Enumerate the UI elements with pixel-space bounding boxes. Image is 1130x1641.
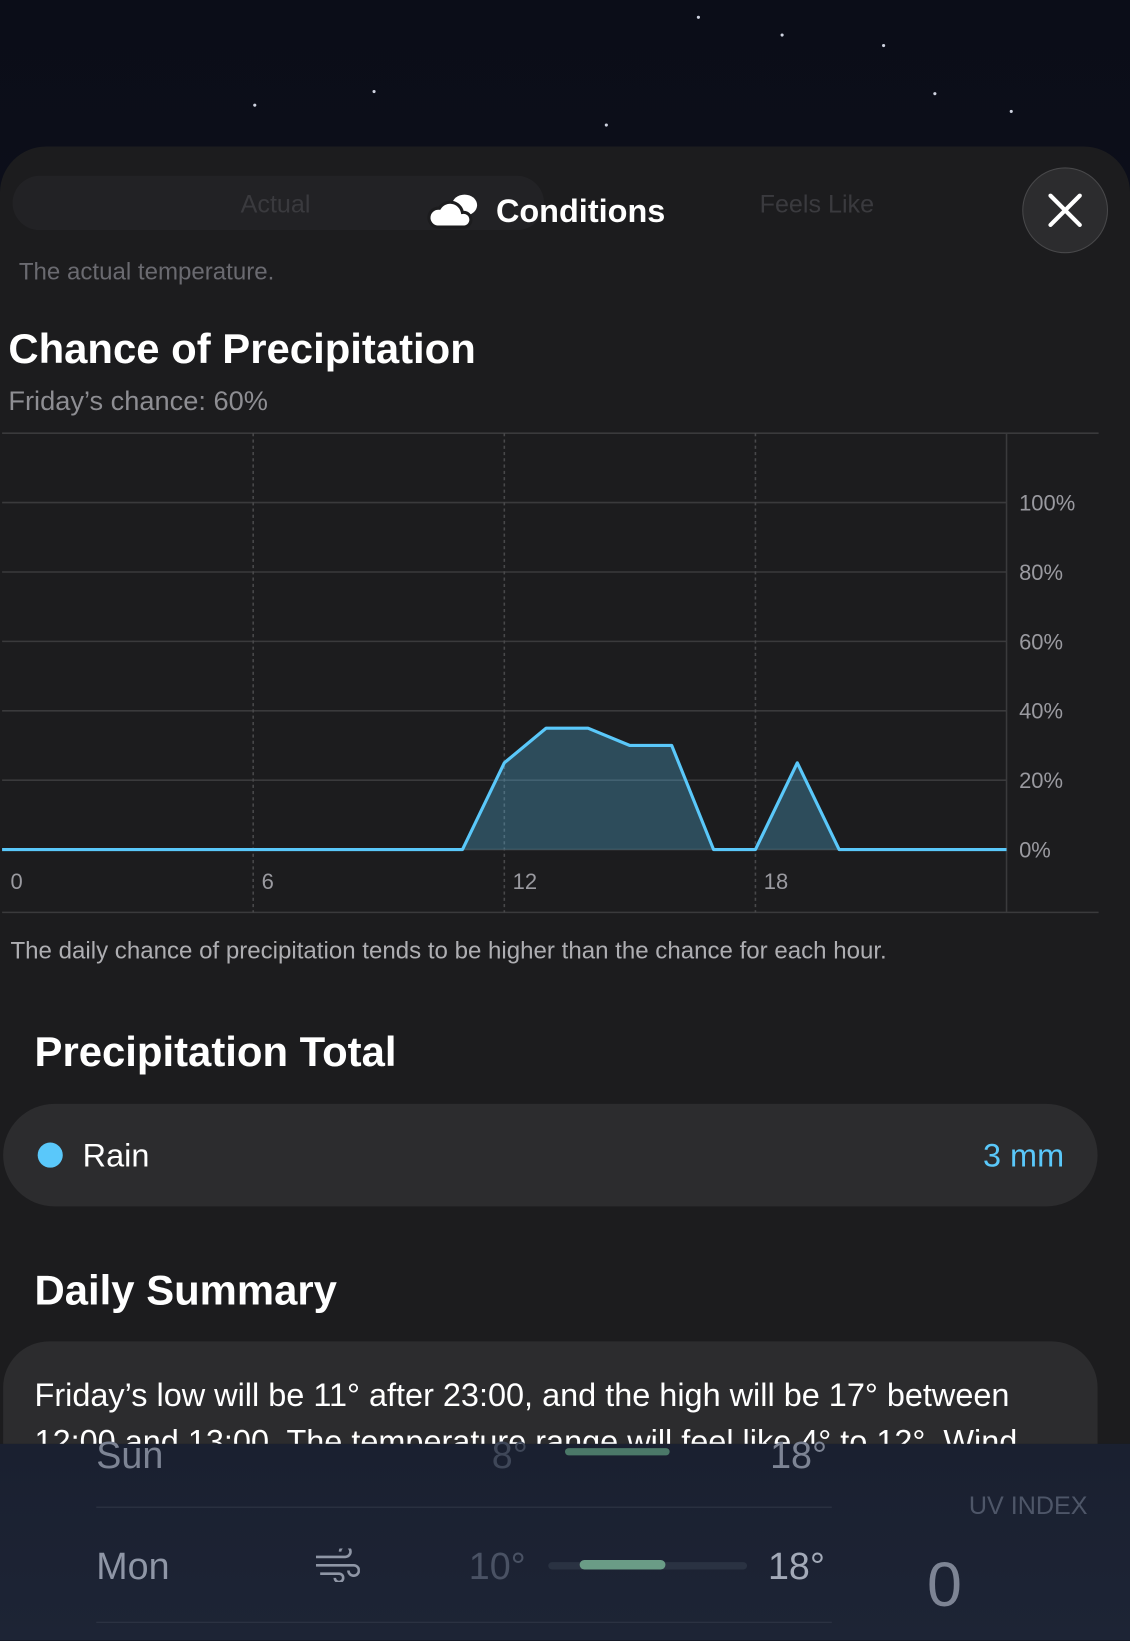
rain-dot: [37, 1142, 63, 1168]
area: [2, 728, 1007, 850]
uv-label: UV INDEX: [968, 1492, 1088, 1521]
wind-icon: [315, 1548, 360, 1583]
section-title: Precipitation Total: [34, 1029, 397, 1076]
divider: [96, 1506, 832, 1508]
divider: [96, 1621, 832, 1623]
x-tick-label: 12: [513, 869, 537, 894]
cloud-icon: [427, 194, 478, 229]
y-tick-label: 20%: [1019, 768, 1063, 793]
range-bar: [579, 1560, 666, 1570]
day: Sun: [96, 1433, 164, 1477]
chart-caption: The daily chance of precipitation tends …: [10, 936, 887, 964]
range-bar: [565, 1448, 670, 1456]
day: Mon: [96, 1544, 170, 1588]
star: [696, 15, 700, 19]
star: [1009, 109, 1013, 114]
star: [933, 92, 937, 96]
star: [780, 33, 784, 37]
summary-card: Friday’s low will be 11° after 23:00, an…: [3, 1341, 1098, 1444]
high: 18°: [767, 1544, 825, 1588]
high: 18°: [770, 1433, 828, 1477]
y-tick-label: 60%: [1019, 629, 1063, 654]
row-label: Rain: [82, 1137, 150, 1174]
y-tick-label: 0%: [1019, 837, 1051, 862]
low: 8°: [491, 1433, 528, 1477]
section-title: Daily Summary: [34, 1268, 337, 1315]
forecast-panel: Sun 8° 18° Mon 10° 18° UV INDEX 0: [0, 1433, 1130, 1641]
star: [253, 103, 257, 107]
tab[interactable]: Feels Like: [759, 190, 875, 219]
chart-subtitle: Friday’s chance: 60%: [8, 385, 268, 417]
summary-text: Friday’s low will be 11° after 23:00, an…: [34, 1376, 1018, 1444]
low: 10°: [468, 1544, 526, 1588]
x-tick-label: 6: [262, 869, 274, 894]
description: The actual temperature.: [18, 257, 275, 285]
star: [372, 89, 376, 94]
precipitation-row: Rain 3 mm: [3, 1103, 1098, 1207]
line: [2, 726, 1007, 852]
uv-value: 0: [927, 1549, 962, 1620]
x-tick-label: 0: [10, 869, 22, 894]
y-tick-label: 100%: [1019, 490, 1075, 515]
sheet: [0, 146, 1130, 1444]
tab[interactable]: Actual: [240, 190, 311, 219]
star: [882, 43, 886, 48]
x-tick-label: 18: [764, 869, 788, 894]
star: [604, 123, 608, 127]
chart: 0% 20% 40% 60% 80% 100% 0 6 12 18: [2, 432, 1099, 914]
y-tick-label: 80%: [1019, 560, 1063, 585]
y-tick-label: 40%: [1019, 699, 1063, 724]
close-icon: [1048, 193, 1082, 228]
chart-title: Chance of Precipitation: [8, 326, 476, 373]
row-value: 3 mm: [982, 1137, 1065, 1174]
header-title: Conditions: [495, 192, 666, 230]
close-button[interactable]: [1022, 167, 1109, 254]
